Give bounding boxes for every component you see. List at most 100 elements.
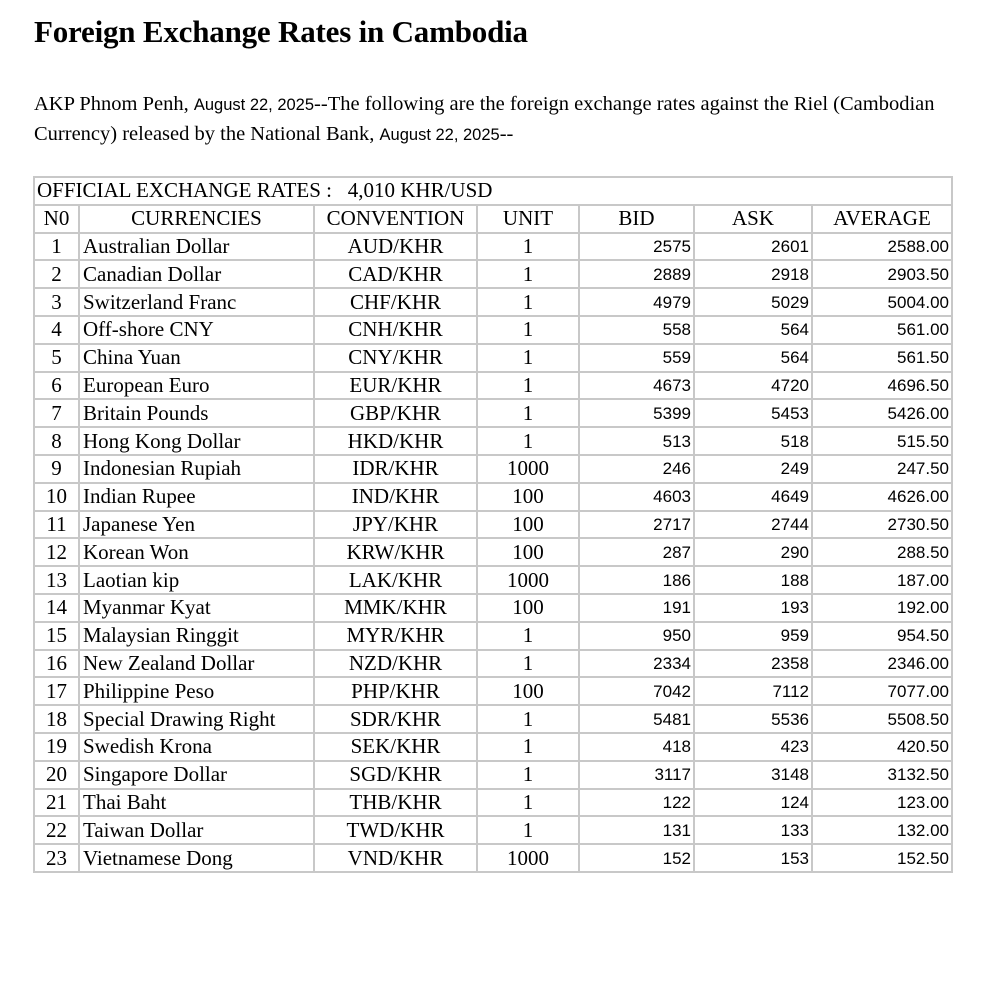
bid: 4673 <box>578 370 695 401</box>
convention: LAK/KHR <box>313 565 478 595</box>
average: 3132.50 <box>811 759 953 790</box>
ask: 153 <box>693 843 813 873</box>
table-row: 17 Philippine Peso PHP/KHR 100 7042 7112 7077.… <box>33 676 953 707</box>
currency-name: Vietnamese Dong <box>78 843 315 873</box>
average: 123.00 <box>811 787 953 818</box>
header-convention: CONVENTION <box>313 203 478 234</box>
row-number: 12 <box>33 537 80 568</box>
table-row: 4 Off-shore CNY CNH/KHR 1 558 564 561.00 <box>33 314 953 345</box>
bid: 186 <box>578 565 695 595</box>
unit: 1 <box>476 370 580 401</box>
unit: 1 <box>476 704 580 734</box>
average: 4696.50 <box>811 370 953 401</box>
ask: 5029 <box>693 287 813 317</box>
convention: SGD/KHR <box>313 759 478 790</box>
row-number: 20 <box>33 759 80 790</box>
currency-name: Indian Rupee <box>78 481 315 512</box>
row-number: 23 <box>33 843 80 873</box>
convention: CNH/KHR <box>313 314 478 345</box>
row-number: 5 <box>33 342 80 373</box>
convention: IND/KHR <box>313 481 478 512</box>
row-number: 9 <box>33 453 80 484</box>
table-row: 3 Switzerland Franc CHF/KHR 1 4979 5029 5004.0… <box>33 287 953 317</box>
ask: 290 <box>693 537 813 568</box>
bid: 287 <box>578 537 695 568</box>
ask: 564 <box>693 342 813 373</box>
header-average: AVERAGE <box>811 203 953 234</box>
currency-name: Britain Pounds <box>78 398 315 429</box>
convention: SEK/KHR <box>313 731 478 762</box>
currency-name: European Euro <box>78 370 315 401</box>
row-number: 17 <box>33 676 80 707</box>
unit: 1 <box>476 231 580 262</box>
convention: CAD/KHR <box>313 259 478 290</box>
unit: 1 <box>476 287 580 317</box>
currency-name: Hong Kong Dollar <box>78 426 315 456</box>
currency-name: Off-shore CNY <box>78 314 315 345</box>
unit: 100 <box>476 509 580 540</box>
table-row: 23 Vietnamese Dong VND/KHR 1000 152 153 152.50 <box>33 843 953 873</box>
row-number: 11 <box>33 509 80 540</box>
bid: 2575 <box>578 231 695 262</box>
ask: 5453 <box>693 398 813 429</box>
unit: 100 <box>476 481 580 512</box>
unit: 1 <box>476 314 580 345</box>
unit: 1 <box>476 426 580 456</box>
convention: CNY/KHR <box>313 342 478 373</box>
currency-name: Laotian kip <box>78 565 315 595</box>
bid: 2717 <box>578 509 695 540</box>
intro-paragraph: AKP Phnom Penh, August 22, 2025--The fol… <box>34 90 964 150</box>
ask: 133 <box>693 815 813 846</box>
row-number: 4 <box>33 314 80 345</box>
unit: 1 <box>476 620 580 651</box>
unit: 1 <box>476 731 580 762</box>
convention: MYR/KHR <box>313 620 478 651</box>
currency-name: Indonesian Rupiah <box>78 453 315 484</box>
table-row: 21 Thai Baht THB/KHR 1 122 124 123.00 <box>33 787 953 818</box>
bid: 4603 <box>578 481 695 512</box>
table-row: 7 Britain Pounds GBP/KHR 1 5399 5453 5426.00 <box>33 398 953 429</box>
table-row: 11 Japanese Yen JPY/KHR 100 2717 2744 2730.50 <box>33 509 953 540</box>
currency-name: Canadian Dollar <box>78 259 315 290</box>
ask: 2744 <box>693 509 813 540</box>
header-unit: UNIT <box>476 203 580 234</box>
ask: 249 <box>693 453 813 484</box>
bid: 2334 <box>578 648 695 679</box>
convention: PHP/KHR <box>313 676 478 707</box>
table-row: 15 Malaysian Ringgit MYR/KHR 1 950 959 954.50 <box>33 620 953 651</box>
bid: 7042 <box>578 676 695 707</box>
currency-name: Swedish Krona <box>78 731 315 762</box>
table-row: 18 Special Drawing Right SDR/KHR 1 5481 5536 5… <box>33 704 953 734</box>
bid: 3117 <box>578 759 695 790</box>
currency-name: Malaysian Ringgit <box>78 620 315 651</box>
currency-name: Myanmar Kyat <box>78 592 315 623</box>
ask: 7112 <box>693 676 813 707</box>
currency-name: Thai Baht <box>78 787 315 818</box>
convention: HKD/KHR <box>313 426 478 456</box>
convention: THB/KHR <box>313 787 478 818</box>
bid: 5399 <box>578 398 695 429</box>
header-ask: ASK <box>693 203 813 234</box>
header-bid: BID <box>578 203 695 234</box>
average: 288.50 <box>811 537 953 568</box>
bid: 131 <box>578 815 695 846</box>
unit: 100 <box>476 537 580 568</box>
convention: EUR/KHR <box>313 370 478 401</box>
intro-text: -- <box>499 123 514 145</box>
table-row: 13 Laotian kip LAK/KHR 1000 186 188 187.00 <box>33 565 953 595</box>
intro-date: August 22, 2025 <box>379 126 500 144</box>
average: 515.50 <box>811 426 953 456</box>
page-title: Foreign Exchange Rates in Cambodia <box>34 14 528 49</box>
unit: 1 <box>476 398 580 429</box>
bid: 418 <box>578 731 695 762</box>
unit: 1 <box>476 648 580 679</box>
row-number: 2 <box>33 259 80 290</box>
row-number: 22 <box>33 815 80 846</box>
average: 152.50 <box>811 843 953 873</box>
convention: NZD/KHR <box>313 648 478 679</box>
convention: KRW/KHR <box>313 537 478 568</box>
row-number: 13 <box>33 565 80 595</box>
average: 561.00 <box>811 314 953 345</box>
bid: 191 <box>578 592 695 623</box>
unit: 1 <box>476 342 580 373</box>
